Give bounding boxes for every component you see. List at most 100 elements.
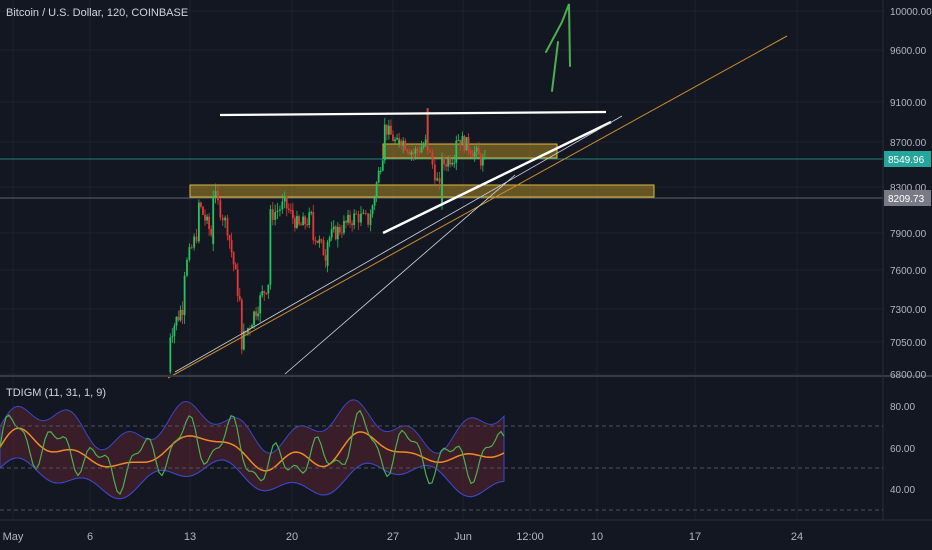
- price-tick-label: 10000.00: [890, 7, 932, 18]
- candle-body: [188, 247, 191, 260]
- candle-body: [338, 226, 341, 233]
- candle-body: [193, 236, 196, 248]
- price-label-text: 8209.73: [888, 194, 925, 205]
- price-tick-label: 7300.00: [890, 305, 927, 316]
- candle-body: [402, 140, 405, 146]
- candle-body: [324, 255, 327, 261]
- indicator-lower-band: [0, 457, 505, 500]
- candle-body: [426, 108, 429, 152]
- price-tick-label: 8300.00: [890, 183, 927, 194]
- candle-body: [429, 151, 431, 153]
- time-tick-label: May: [3, 531, 24, 543]
- indicator-rsi-line: [0, 409, 505, 496]
- long-trendline-white[interactable]: [174, 115, 623, 373]
- candle-body: [310, 212, 313, 214]
- steep-trendline-white[interactable]: [284, 174, 516, 375]
- candle-body: [322, 240, 325, 256]
- candle-body: [314, 240, 317, 242]
- candle-body: [473, 151, 476, 157]
- candle-body: [341, 232, 343, 234]
- candle-body: [410, 152, 413, 155]
- candle-body: [198, 202, 200, 222]
- candle-body: [267, 284, 270, 294]
- candle-body: [455, 140, 458, 158]
- candle-body: [362, 212, 365, 214]
- candle-body: [212, 196, 215, 244]
- indicator-axis[interactable]: 80.00 60.00 40.00: [0, 402, 915, 511]
- candle-body: [351, 223, 354, 226]
- candle-body: [375, 182, 378, 198]
- candle-body: [353, 213, 356, 226]
- candle-body: [484, 157, 486, 159]
- candle-body: [357, 213, 360, 223]
- up-arrow-drawing[interactable]: [545, 3, 571, 67]
- candle-body: [242, 331, 245, 350]
- candle-body: [459, 139, 462, 146]
- candle-body: [400, 140, 403, 146]
- price-label-box: [884, 151, 931, 167]
- candle-body: [240, 299, 243, 310]
- time-tick-label: 27: [387, 531, 399, 543]
- time-tick-label: 13: [184, 531, 196, 543]
- price-tick-label: 7050.00: [890, 338, 927, 349]
- candle-body: [217, 190, 219, 201]
- candle-body: [332, 226, 335, 230]
- candle-body: [381, 160, 384, 171]
- candle-body: [443, 158, 445, 165]
- candle-body: [328, 237, 331, 242]
- arrow-stroke: [551, 41, 559, 92]
- time-tick-label: 20: [286, 531, 298, 543]
- top-resistance-line[interactable]: [219, 110, 607, 117]
- indicator-pane: [0, 399, 505, 500]
- candle-body: [232, 252, 235, 265]
- candle-body: [469, 150, 472, 154]
- candle-body: [418, 150, 421, 153]
- candle-body: [219, 200, 222, 218]
- candle-body: [234, 264, 237, 270]
- candle-body: [279, 209, 281, 211]
- price-axis[interactable]: 10000.00 9600.00 9100.00 8700.00 8300.00 7900…: [890, 7, 932, 381]
- candle-body: [312, 212, 315, 218]
- candle-body: [404, 140, 407, 151]
- candle-body: [210, 228, 213, 235]
- price-tick-label: 9600.00: [890, 46, 927, 57]
- candle-body: [396, 137, 398, 140]
- candle-body: [265, 292, 268, 294]
- price-pane: [0, 3, 883, 379]
- candle-body: [289, 209, 292, 211]
- candle-body: [334, 226, 337, 240]
- candle-body: [287, 208, 290, 210]
- indicator-tick-label: 80.00: [890, 402, 915, 413]
- candle-body: [330, 229, 333, 238]
- time-tick-label: 6: [87, 531, 93, 543]
- candle-body: [392, 134, 394, 142]
- candle-body: [431, 152, 434, 165]
- candle-body: [433, 164, 436, 181]
- candle-body: [465, 137, 468, 151]
- candle-body: [355, 213, 358, 215]
- candle-body: [221, 217, 224, 221]
- candle-body: [169, 337, 172, 372]
- rising-trendline-bold[interactable]: [382, 120, 612, 235]
- candle-body: [271, 209, 274, 220]
- candle-body: [373, 197, 376, 206]
- candle-body: [302, 216, 304, 226]
- candle-body: [457, 139, 460, 141]
- candle-body: [349, 214, 351, 224]
- time-axis[interactable]: May 6 13 20 27 Jun 12:00 10 17 24: [3, 531, 804, 543]
- candle-body: [424, 139, 427, 146]
- candle-body: [420, 147, 423, 153]
- candle-body: [479, 154, 482, 166]
- candle-body: [255, 311, 257, 317]
- candle-body: [416, 148, 419, 151]
- support-zone: [189, 184, 655, 198]
- candle-body: [300, 224, 302, 226]
- candle-body: [451, 162, 454, 165]
- candle-body: [238, 295, 241, 300]
- candle-body: [308, 212, 311, 225]
- candle-body: [195, 236, 198, 242]
- candle-body: [312, 217, 315, 241]
- candle-body: [387, 125, 390, 135]
- candle-body: [408, 151, 411, 155]
- candle-body: [240, 309, 243, 350]
